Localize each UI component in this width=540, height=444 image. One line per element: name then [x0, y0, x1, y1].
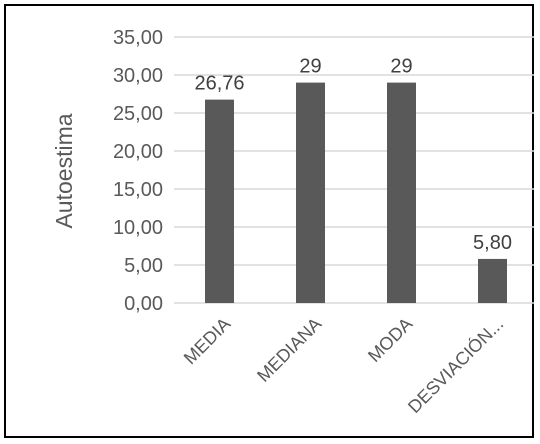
- y-tick-label: 35,00: [113, 27, 163, 49]
- x-category-label: MEDIA: [180, 314, 234, 368]
- bar: [296, 82, 325, 303]
- data-label: 29: [299, 56, 321, 78]
- data-label: 5,80: [473, 232, 512, 254]
- data-labels: 26,76 29 29 5,80: [194, 56, 512, 254]
- y-tick-label: 10,00: [113, 217, 163, 239]
- x-axis-categories: MEDIA MEDIANA MODADESVIACIÓN...: [180, 313, 507, 417]
- y-tick-label: 25,00: [113, 103, 163, 125]
- data-label: 29: [390, 56, 412, 78]
- bar: [205, 99, 234, 304]
- chart-frame: [4, 4, 534, 438]
- bar: [478, 258, 507, 303]
- data-label: 26,76: [194, 73, 244, 95]
- y-tick-label: 30,00: [113, 65, 163, 87]
- y-tick-label: 0,00: [124, 293, 163, 315]
- y-axis-ticks: 0,00 5,00 10,00 15,00 20,00 25,00 30,00 35,00: [113, 27, 163, 315]
- x-category-label: MODA: [364, 314, 416, 366]
- y-tick-label: 20,00: [113, 141, 163, 163]
- x-category-label: DESVIACIÓN...: [403, 313, 507, 417]
- x-category-label: MEDIANA: [253, 314, 325, 386]
- bars: [205, 82, 507, 304]
- y-axis-title: Autoestima: [51, 113, 77, 228]
- y-tick-label: 5,00: [124, 255, 163, 277]
- bar: [387, 82, 416, 303]
- y-tick-label: 15,00: [113, 179, 163, 201]
